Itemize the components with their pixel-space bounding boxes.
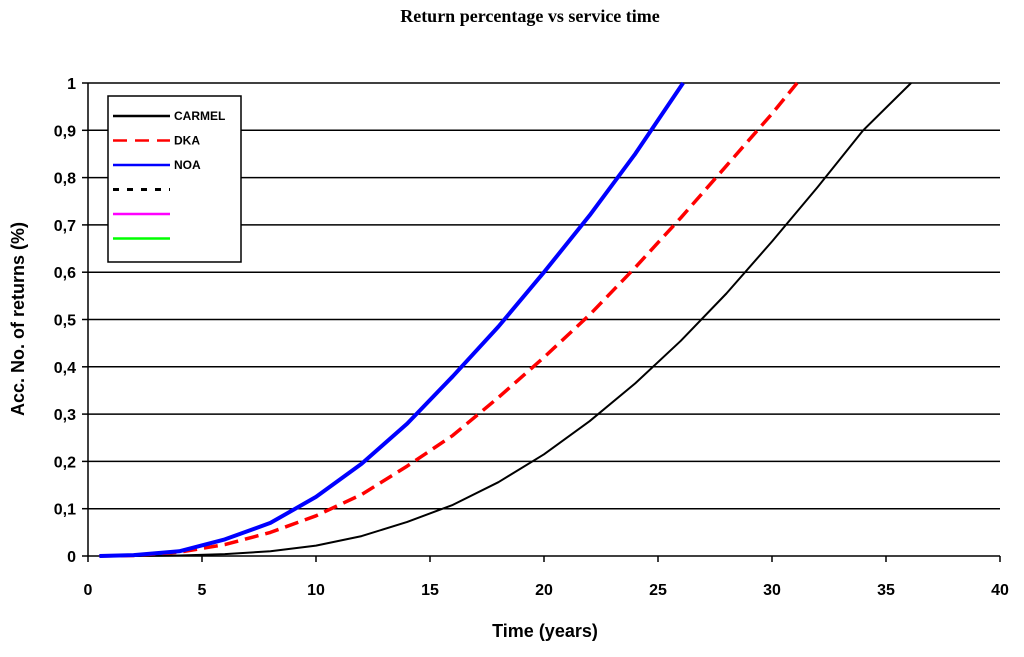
x-tick-label: 25	[649, 582, 667, 599]
x-tick-label: 30	[763, 582, 781, 599]
y-tick-label: 0	[67, 549, 76, 566]
axes	[82, 82, 1001, 562]
x-tick-label: 40	[991, 582, 1009, 599]
series-line-noa	[99, 81, 685, 558]
y-tick-label: 0,7	[54, 218, 76, 235]
y-tick-label: 0,4	[54, 360, 76, 377]
legend-label: DKA	[174, 134, 200, 148]
y-tick-label: 0,2	[54, 454, 76, 471]
x-tick-label: 5	[198, 582, 207, 599]
legend: CARMEL DKA NOA	[107, 95, 242, 263]
legend-box	[107, 95, 242, 263]
y-tick-label: 0,9	[54, 123, 76, 140]
y-tick-label: 0,8	[54, 171, 76, 188]
x-tick-label: 35	[877, 582, 895, 599]
y-tick-labels: 0 0,1 0,2 0,3 0,4 0,5 0,6 0,7 0,8 0,9 1	[54, 76, 76, 566]
series-lines	[99, 81, 912, 558]
y-tick-label: 0,6	[54, 265, 76, 282]
y-axis-title: Acc. No. of returns (%)	[8, 222, 28, 416]
x-axis-title: Time (years)	[492, 621, 598, 641]
x-tick-label: 20	[535, 582, 553, 599]
y-tick-label: 0,5	[54, 313, 76, 330]
series-line-carmel	[99, 82, 912, 557]
x-tick-label: 15	[421, 582, 439, 599]
x-tick-label: 10	[307, 582, 325, 599]
y-tick-label: 0,3	[54, 407, 76, 424]
y-tick-label: 0,1	[54, 502, 76, 519]
x-tick-labels: 0 5 10 15 20 25 30 35 40	[84, 582, 1009, 599]
y-tick-label: 1	[67, 76, 76, 93]
chart-title: Return percentage vs service time	[400, 6, 660, 26]
legend-label: CARMEL	[174, 109, 225, 123]
series-line-dka	[99, 81, 799, 558]
x-tick-label: 0	[84, 582, 93, 599]
legend-label: NOA	[174, 158, 201, 172]
